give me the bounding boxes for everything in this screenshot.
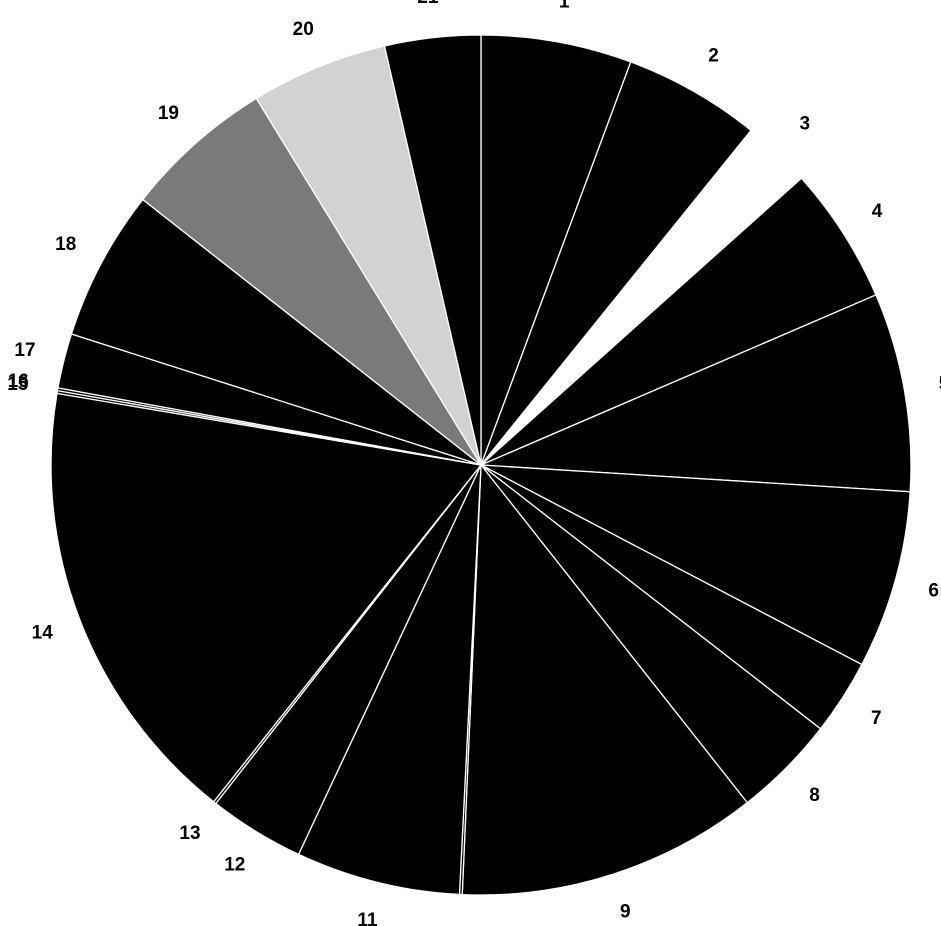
pie-label-7: 7	[871, 708, 882, 729]
pie-slice-19	[141, 97, 482, 466]
pie-slice-1	[480, 34, 632, 466]
pie-label-9: 9	[620, 901, 631, 922]
pie-label-1: 1	[559, 0, 570, 12]
pie-slice-21	[383, 34, 482, 466]
pie-label-21: 21	[417, 0, 439, 8]
pie-slice-2	[480, 61, 752, 466]
pie-slice-6	[480, 464, 911, 666]
pie-label-6: 6	[928, 581, 939, 602]
pie-slices	[50, 34, 912, 896]
pie-label-18: 18	[55, 234, 76, 255]
pie-label-4: 4	[872, 201, 883, 222]
pie-label-15: 15	[7, 374, 29, 395]
pie-slice-14	[50, 392, 483, 803]
pie-label-20: 20	[293, 19, 314, 40]
pie-label-10: 10	[448, 924, 469, 926]
pie-label-12: 12	[224, 854, 245, 875]
pie-label-14: 14	[32, 622, 54, 643]
pie-label-19: 19	[158, 103, 179, 124]
pie-label-17: 17	[14, 340, 35, 361]
pie-slice-5	[480, 294, 912, 493]
pie-label-5: 5	[939, 374, 941, 395]
pie-label-2: 2	[708, 46, 719, 67]
pie-label-8: 8	[809, 785, 820, 806]
pie-slice-20	[255, 45, 482, 466]
pie-slice-18	[70, 198, 482, 466]
pie-slice-4	[480, 177, 877, 466]
pie-label-3: 3	[800, 113, 811, 134]
pie-label-16: 16	[8, 371, 29, 392]
pie-slice-9	[461, 463, 749, 896]
pie-slice-11	[297, 464, 482, 896]
pie-label-11: 11	[357, 910, 378, 926]
pie-labels: 123456789101112131415161718192021	[7, 0, 941, 926]
pie-label-13: 13	[179, 823, 200, 844]
